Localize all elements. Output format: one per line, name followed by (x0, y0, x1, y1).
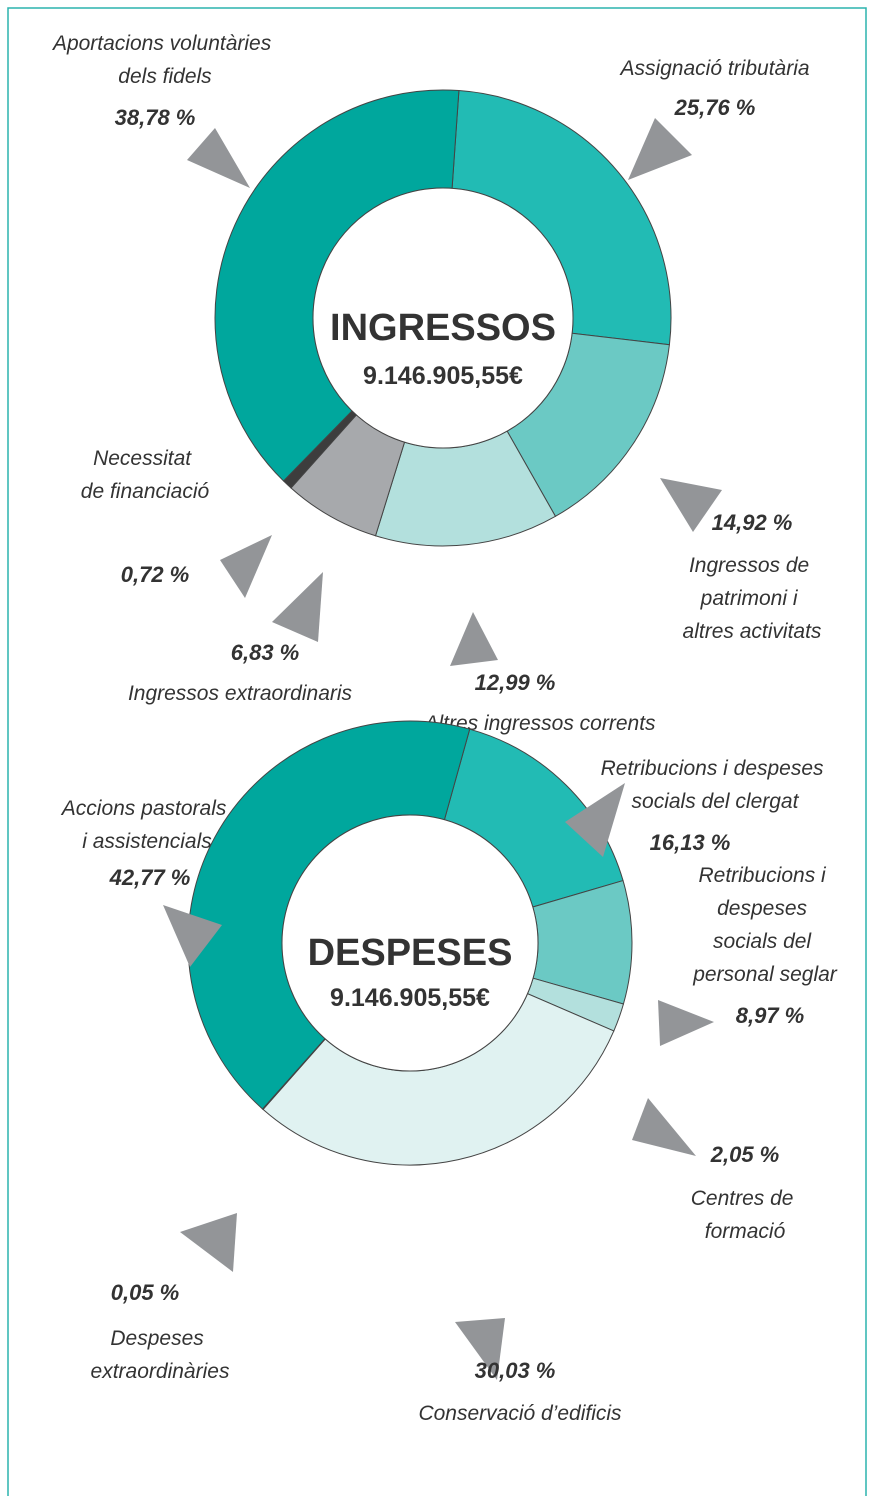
pointer-arrow (163, 905, 222, 967)
label-line: Necessitat (93, 447, 197, 470)
category-label: Conservació d’edificis (418, 1402, 622, 1425)
donut-hole (281, 814, 539, 1072)
label-line: Retribucions i despeses (601, 757, 830, 780)
label-line: Ingressos de (689, 554, 815, 577)
frame (7, 7, 867, 1496)
label-line: extraordinàries (91, 1360, 230, 1383)
pointer-arrow (565, 783, 625, 857)
label-line: Assignació tributària (618, 57, 809, 80)
pointer-arrow (660, 478, 722, 532)
center-title: INGRESSOS (330, 307, 556, 349)
category-label: Despeses extraordinàries (91, 1327, 230, 1383)
label-line: Accions pastorals (60, 797, 232, 820)
pointer-arrow (450, 612, 498, 666)
value-label: 25,76 % (674, 95, 756, 120)
value-label: 0,05 % (111, 1280, 180, 1305)
pointer-arrow (272, 572, 323, 642)
donut-hole (312, 187, 574, 449)
label-line: dels fidels (118, 65, 212, 88)
value-label: 14,92 % (712, 510, 793, 535)
value-label: 16,13 % (650, 830, 731, 855)
value-label: 0,72 % (121, 562, 190, 587)
pointer-arrow (187, 128, 250, 188)
value-label: 30,03 % (475, 1358, 556, 1383)
pointer-arrow (180, 1213, 237, 1272)
label-line: Altres ingressos corrents (422, 712, 656, 735)
category-label: Retribucions i despeses socials del cler… (601, 757, 830, 813)
center-subtitle: 9.146.905,55€ (363, 362, 523, 390)
value-label: 42,77 % (109, 865, 191, 890)
label-line: i assistencials (82, 830, 212, 853)
label-line: despeses (717, 897, 813, 920)
category-label: Centres de formació (691, 1187, 800, 1243)
center-title: DESPESES (308, 932, 513, 974)
label-line: Despeses (110, 1327, 209, 1350)
pointer-arrow (632, 1098, 696, 1156)
category-label: Necessitat de financiació (81, 447, 210, 503)
value-label: 8,97 % (736, 1003, 805, 1028)
pointer-arrow (220, 535, 272, 598)
label-line: socials del clergat (632, 790, 800, 813)
label-line: formació (705, 1220, 786, 1243)
category-label: Ingressos extraordinaris (128, 682, 353, 705)
label-line: Retribucions i (698, 864, 831, 887)
label-line: Ingressos extraordinaris (128, 682, 353, 705)
category-label: Aportacions voluntàries dels fidels (51, 32, 277, 88)
pointer-arrow (658, 1000, 714, 1046)
label-line: de financiació (81, 480, 210, 503)
category-label: Ingressos de patrimoni i altres activita… (683, 554, 822, 643)
pointer-arrow (628, 118, 692, 180)
category-label: Retribucions i despeses socials del pers… (692, 864, 838, 986)
label-line: Aportacions voluntàries (51, 32, 277, 55)
label-line: altres activitats (683, 620, 822, 643)
category-label: Accions pastorals i assistencials (60, 797, 232, 853)
label-line: personal seglar (692, 963, 838, 986)
label-line: patrimoni i (700, 587, 804, 610)
value-label: 6,83 % (231, 640, 300, 665)
center-subtitle: 9.146.905,55€ (330, 984, 490, 1012)
label-line: socials del (713, 930, 817, 953)
label-line: Conservació d’edificis (418, 1402, 622, 1425)
pointer-arrow (455, 1318, 505, 1380)
value-label: 12,99 % (475, 670, 556, 695)
label-line: Centres de (691, 1187, 800, 1210)
category-label: Assignació tributària (618, 57, 809, 80)
value-label: 38,78 % (115, 105, 196, 130)
category-label: Altres ingressos corrents (422, 712, 656, 735)
value-label: 2,05 % (710, 1142, 780, 1167)
